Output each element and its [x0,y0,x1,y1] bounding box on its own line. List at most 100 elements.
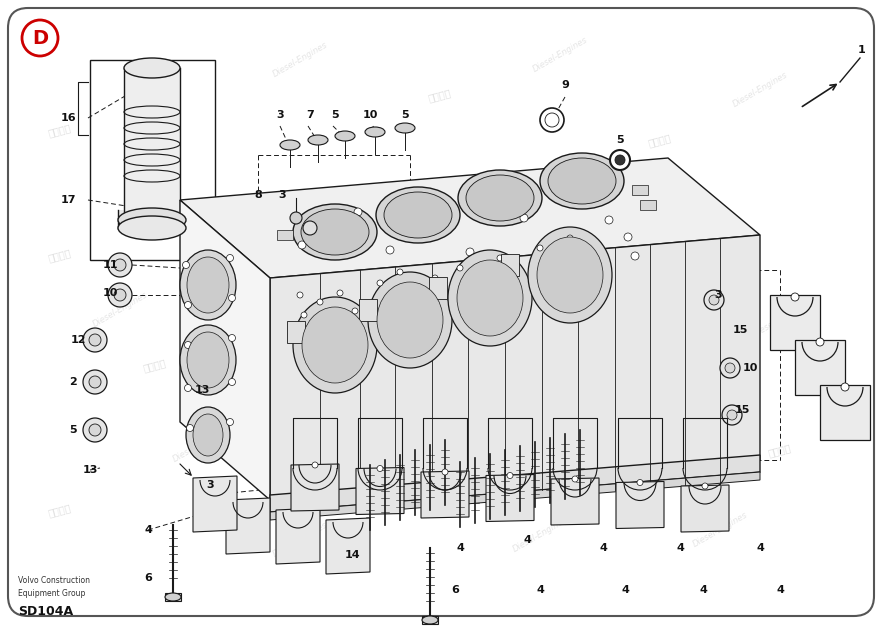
Bar [422,616,438,624]
FancyBboxPatch shape [8,8,874,616]
Circle shape [704,290,724,310]
Text: 15: 15 [734,405,749,415]
Bar [632,185,648,195]
Text: 4: 4 [144,525,152,535]
Circle shape [108,283,132,307]
Circle shape [540,108,564,132]
Circle shape [184,384,191,391]
Circle shape [472,283,478,289]
Circle shape [841,383,849,391]
Circle shape [226,418,233,426]
Text: Diesel-Engines: Diesel-Engines [321,311,379,349]
Text: Diesel-Engines: Diesel-Engines [91,291,149,329]
Text: 紧发动力: 紧发动力 [297,482,323,498]
Text: SD104A: SD104A [18,605,73,618]
Text: 4: 4 [699,585,707,595]
Text: 15: 15 [732,325,748,335]
Circle shape [182,261,190,269]
Text: 紧发动力: 紧发动力 [708,387,732,403]
Ellipse shape [422,616,438,624]
Ellipse shape [180,325,236,395]
Circle shape [114,289,126,301]
Ellipse shape [548,158,616,204]
Ellipse shape [376,187,460,243]
Bar [501,254,519,276]
Text: 3: 3 [276,110,284,120]
Text: 4: 4 [756,543,764,553]
Circle shape [114,259,126,271]
Circle shape [412,287,418,293]
Ellipse shape [301,209,369,255]
Polygon shape [770,295,820,350]
Circle shape [337,290,343,296]
Ellipse shape [368,272,452,368]
Text: Diesel-Engines: Diesel-Engines [691,511,749,550]
Ellipse shape [395,123,415,133]
Ellipse shape [466,175,534,221]
Circle shape [83,418,107,442]
Text: 4: 4 [621,585,629,595]
Circle shape [297,292,303,298]
Circle shape [386,246,394,254]
Text: 6: 6 [451,585,459,595]
Circle shape [89,376,101,388]
Ellipse shape [293,204,377,260]
Circle shape [720,358,740,378]
Polygon shape [616,482,664,529]
Ellipse shape [448,250,532,346]
Text: 4: 4 [676,543,684,553]
Text: 紧发动力: 紧发动力 [142,357,167,373]
Text: 5: 5 [616,135,624,145]
Text: 5: 5 [69,425,77,435]
Circle shape [184,342,191,349]
Text: Diesel-Engines: Diesel-Engines [531,36,589,74]
Ellipse shape [384,192,452,238]
Circle shape [709,295,719,305]
Text: 4: 4 [456,543,464,553]
Text: 5: 5 [401,110,409,120]
Polygon shape [118,210,186,228]
Text: 紧发动力: 紧发动力 [188,67,213,83]
Ellipse shape [540,153,624,209]
Ellipse shape [280,140,300,150]
Circle shape [187,425,193,431]
Text: 6: 6 [144,573,152,583]
Circle shape [442,469,448,475]
Circle shape [816,338,824,346]
Text: 4: 4 [523,535,531,545]
Text: 11: 11 [102,260,117,270]
Circle shape [551,249,559,257]
Circle shape [377,280,383,286]
Ellipse shape [187,257,229,313]
Ellipse shape [308,135,328,145]
Circle shape [83,370,107,394]
Text: Diesel-Engines: Diesel-Engines [621,181,679,219]
Ellipse shape [180,250,236,320]
Ellipse shape [118,208,186,232]
Bar [429,277,447,299]
Polygon shape [270,235,760,500]
Circle shape [605,216,613,224]
Circle shape [432,275,438,281]
Circle shape [637,480,643,485]
Polygon shape [180,200,270,500]
Ellipse shape [293,297,377,393]
Circle shape [352,308,358,314]
Circle shape [290,212,302,224]
Polygon shape [180,158,760,278]
Polygon shape [270,472,760,520]
Circle shape [312,462,318,468]
Bar [359,299,377,321]
Circle shape [22,20,58,56]
Text: 7: 7 [306,110,314,120]
Text: Diesel-Engines: Diesel-Engines [371,176,429,214]
Text: 13: 13 [82,465,98,475]
Circle shape [610,150,630,170]
Text: Diesel-Engines: Diesel-Engines [151,166,209,204]
Text: 12: 12 [70,335,85,345]
Circle shape [727,410,737,420]
Text: 紧发动力: 紧发动力 [437,367,463,383]
Text: 紧发动力: 紧发动力 [567,482,593,498]
Circle shape [317,299,323,305]
Ellipse shape [528,227,612,323]
